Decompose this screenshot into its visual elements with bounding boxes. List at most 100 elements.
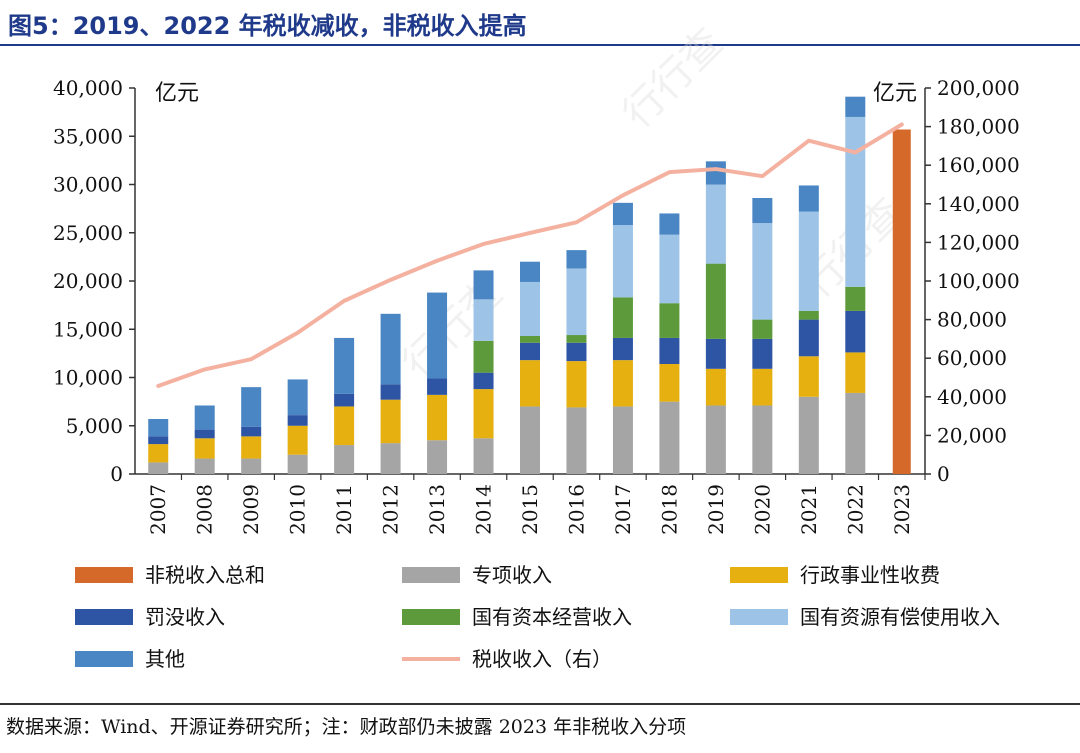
source-divider [0, 703, 1080, 705]
bar-其他 [427, 292, 448, 379]
right-axis-unit: 亿元 [873, 81, 917, 106]
right-tick-label: 200,000 [937, 76, 1020, 100]
right-tick-label: 20,000 [937, 423, 1007, 447]
bar-行政事业性收费 [705, 368, 726, 406]
bar-其他 [845, 96, 866, 117]
title-divider [0, 44, 1080, 46]
left-tick-label: 25,000 [53, 221, 123, 245]
right-tick-label: 80,000 [937, 308, 1007, 332]
bar-专项收入 [427, 440, 448, 474]
bar-国有资本经营收入 [659, 303, 680, 338]
axes: 0 5,000 10,000 15,000 20,000 25,000 30,000 35,0… [53, 76, 1020, 535]
bar-其他 [148, 418, 169, 437]
x-tick-label: 2023 [890, 484, 914, 535]
left-tick-label: 15,000 [53, 317, 123, 341]
bar-行政事业性收费 [845, 352, 866, 393]
legend-swatch [75, 651, 133, 667]
bar-行政事业性收费 [566, 361, 587, 408]
right-tick-label: 180,000 [937, 115, 1020, 139]
bar-行政事业性收费 [287, 425, 308, 455]
legend-swatch [402, 567, 460, 583]
bar-行政事业性收费 [334, 406, 355, 446]
x-tick-label: 2017 [611, 484, 635, 535]
bar-其他 [520, 261, 540, 282]
bar-专项收入 [473, 438, 494, 474]
bar-罚没收入 [194, 429, 215, 439]
bar-罚没收入 [845, 310, 866, 353]
bar-罚没收入 [427, 378, 448, 395]
bar-行政事业性收费 [612, 360, 633, 407]
x-tick-label: 2011 [332, 484, 356, 535]
bar-国有资本经营收入 [798, 310, 819, 320]
bar-其他 [752, 198, 773, 224]
legend-label: 罚没收入 [145, 605, 225, 629]
bar-其他 [380, 313, 401, 385]
legend-label: 国有资源有偿使用收入 [800, 605, 1000, 629]
bar-其他 [659, 213, 680, 235]
bar-行政事业性收费 [659, 363, 680, 402]
bar-专项收入 [520, 406, 540, 474]
bar-专项收入 [752, 405, 773, 474]
bar-其他 [705, 161, 726, 185]
x-tick-label: 2020 [750, 484, 774, 535]
left-axis-unit: 亿元 [155, 81, 199, 106]
x-tick-label: 2019 [704, 484, 728, 535]
legend-label: 非税收入总和 [145, 563, 265, 587]
bar-专项收入 [845, 392, 866, 474]
x-tick-label: 2014 [472, 484, 496, 535]
left-tick-label: 10,000 [53, 366, 123, 390]
bar-国有资源有偿使用收入 [705, 184, 726, 264]
bar-国有资源有偿使用收入 [845, 116, 866, 287]
bar-国有资本经营收入 [520, 336, 540, 343]
left-tick-label: 20,000 [53, 269, 123, 293]
bar-其他 [241, 387, 262, 427]
bar-罚没收入 [612, 337, 633, 361]
bar-罚没收入 [798, 319, 819, 357]
legend-label: 其他 [145, 647, 185, 671]
bar-行政事业性收费 [194, 438, 215, 459]
bar-国有资源有偿使用收入 [798, 211, 819, 311]
bar-行政事业性收费 [520, 360, 540, 407]
bar-国有资本经营收入 [566, 335, 587, 343]
bar-行政事业性收费 [798, 356, 819, 397]
bar-其他 [473, 270, 494, 300]
right-tick-label: 60,000 [937, 346, 1007, 370]
bar-其他 [612, 202, 633, 226]
right-tick-label: 120,000 [937, 230, 1020, 254]
x-tick-label: 2022 [843, 484, 867, 535]
legend-label: 行政事业性收费 [800, 563, 940, 587]
left-tick-label: 5,000 [66, 414, 123, 438]
bar-国有资源有偿使用收入 [473, 299, 494, 341]
bar-专项收入 [612, 406, 633, 474]
legend-swatch [730, 567, 788, 583]
bar-行政事业性收费 [241, 436, 262, 459]
bar-罚没收入 [241, 426, 262, 437]
bar-国有资本经营收入 [845, 286, 866, 311]
bar-罚没收入 [380, 384, 401, 400]
bar-罚没收入 [334, 393, 355, 407]
bar-罚没收入 [520, 342, 540, 361]
x-tick-label: 2012 [379, 484, 403, 535]
svg-text:行行查: 行行查 [395, 270, 512, 387]
legend-label: 专项收入 [472, 563, 552, 587]
legend-label: 国有资本经营收入 [472, 605, 632, 629]
left-tick-label: 30,000 [53, 173, 123, 197]
bar-其他 [287, 379, 308, 416]
bar-国有资源有偿使用收入 [752, 223, 773, 320]
bar-罚没收入 [287, 415, 308, 426]
bar-行政事业性收费 [473, 389, 494, 439]
left-tick-label: 35,000 [53, 124, 123, 148]
x-tick-label: 2010 [286, 484, 310, 535]
right-tick-label: 100,000 [937, 269, 1020, 293]
bar-国有资源有偿使用收入 [520, 281, 540, 337]
legend-swatch [730, 609, 788, 625]
bar-国有资本经营收入 [752, 319, 773, 339]
bar-罚没收入 [566, 342, 587, 362]
x-tick-label: 2007 [146, 484, 170, 535]
bar-行政事业性收费 [380, 399, 401, 444]
bar-专项收入 [241, 458, 262, 474]
bar-专项收入 [659, 401, 680, 474]
tax-revenue-line [156, 122, 904, 388]
legend-swatch [75, 609, 133, 625]
